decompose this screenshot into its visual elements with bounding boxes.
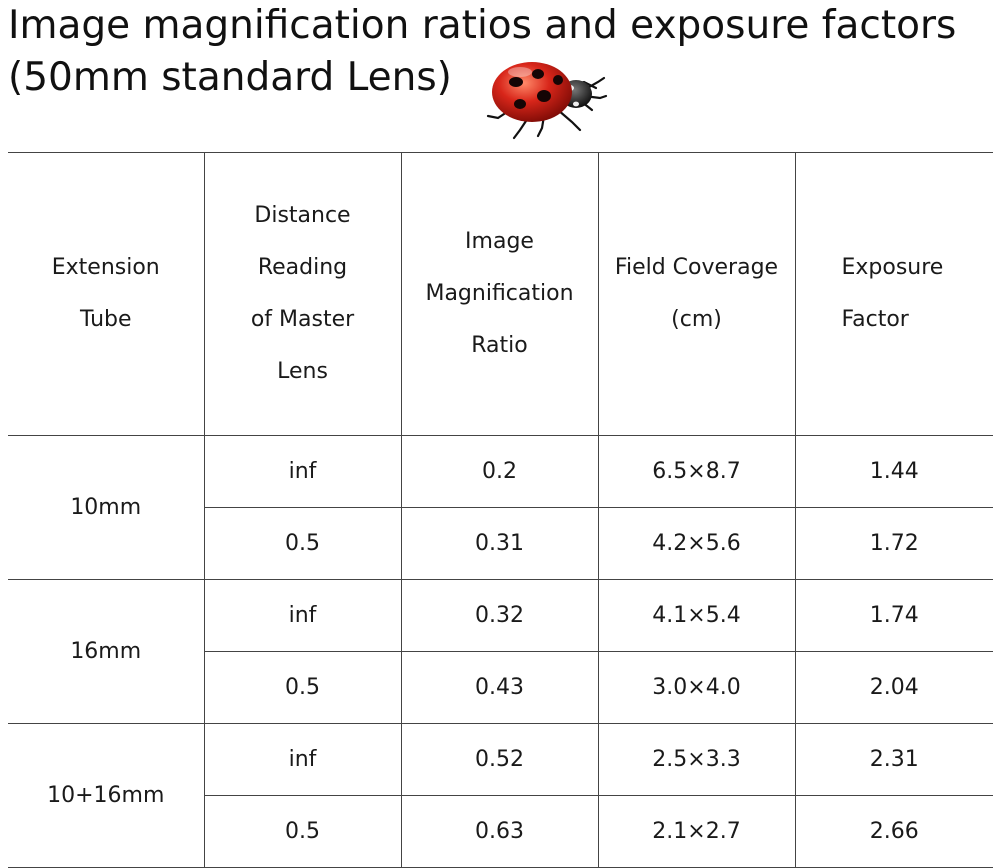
distance-cell: inf xyxy=(203,435,401,508)
factor-cell: 2.31 xyxy=(794,723,993,796)
header-text: Factor xyxy=(841,307,909,332)
coverage-cell: 4.1×5.4 xyxy=(597,579,795,652)
factor-cell: 1.72 xyxy=(794,507,993,580)
ratio-cell: 0.31 xyxy=(400,507,598,580)
header-text: (cm) xyxy=(671,307,722,332)
extension-tube-cell: 16mm xyxy=(8,579,204,724)
magnification-table: Extension Tube Distance Reading of Maste… xyxy=(8,152,993,868)
header-exposure-factor: Exposure Factor xyxy=(794,152,993,436)
header-text: Image xyxy=(465,229,534,254)
coverage-cell: 2.1×2.7 xyxy=(597,795,795,868)
distance-cell: 0.5 xyxy=(203,795,401,868)
distance-cell: 0.5 xyxy=(203,507,401,580)
table-row: 0.5 0.31 4.2×5.6 1.72 xyxy=(8,507,993,580)
table-row: 0.5 0.63 2.1×2.7 2.66 xyxy=(8,795,993,868)
distance-cell: 0.5 xyxy=(203,651,401,724)
coverage-cell: 2.5×3.3 xyxy=(597,723,795,796)
coverage-cell: 6.5×8.7 xyxy=(597,435,795,508)
extension-tube-cell: 10+16mm xyxy=(8,723,204,868)
title-line-1: Image magnification ratios and exposure … xyxy=(8,3,957,48)
header-text: Extension xyxy=(51,255,160,280)
header-text: Magnification xyxy=(425,281,574,306)
coverage-cell: 4.2×5.6 xyxy=(597,507,795,580)
header-text: Ratio xyxy=(471,333,528,358)
header-field-coverage: Field Coverage (cm) xyxy=(597,152,795,436)
table-row: 10+16mm inf 0.52 2.5×3.3 2.31 xyxy=(8,723,993,868)
distance-cell: inf xyxy=(203,579,401,652)
header-text: of Master xyxy=(250,307,355,332)
title-line-2: (50mm standard Lens) xyxy=(8,55,452,100)
header-text: Exposure xyxy=(841,255,944,280)
factor-cell: 2.66 xyxy=(794,795,993,868)
distance-cell: inf xyxy=(203,723,401,796)
header-magnification-ratio: Image Magnification Ratio xyxy=(400,152,598,436)
table-header-row: Extension Tube Distance Reading of Maste… xyxy=(8,152,993,436)
factor-cell: 1.74 xyxy=(794,579,993,652)
factor-cell: 2.04 xyxy=(794,651,993,724)
ratio-cell: 0.43 xyxy=(400,651,598,724)
extension-tube-cell: 10mm xyxy=(8,435,204,580)
coverage-cell: 3.0×4.0 xyxy=(597,651,795,724)
ladybug-image xyxy=(486,62,608,140)
header-text: Lens xyxy=(277,359,328,384)
header-distance-reading: Distance Reading of Master Lens xyxy=(203,152,401,436)
ratio-cell: 0.63 xyxy=(400,795,598,868)
ratio-cell: 0.2 xyxy=(400,435,598,508)
header-extension-tube: Extension Tube xyxy=(8,152,204,436)
table-row: 0.5 0.43 3.0×4.0 2.04 xyxy=(8,651,993,724)
ratio-cell: 0.52 xyxy=(400,723,598,796)
factor-cell: 1.44 xyxy=(794,435,993,508)
page-title: Image magnification ratios and exposure … xyxy=(8,0,956,104)
ratio-cell: 0.32 xyxy=(400,579,598,652)
header-text: Distance xyxy=(254,203,351,228)
header-text: Tube xyxy=(79,307,132,332)
table-row: 16mm inf 0.32 4.1×5.4 1.74 xyxy=(8,579,993,724)
header-text: Field Coverage xyxy=(614,255,779,280)
table-row: 10mm inf 0.2 6.5×8.7 1.44 xyxy=(8,435,993,580)
header-text: Reading xyxy=(257,255,348,280)
